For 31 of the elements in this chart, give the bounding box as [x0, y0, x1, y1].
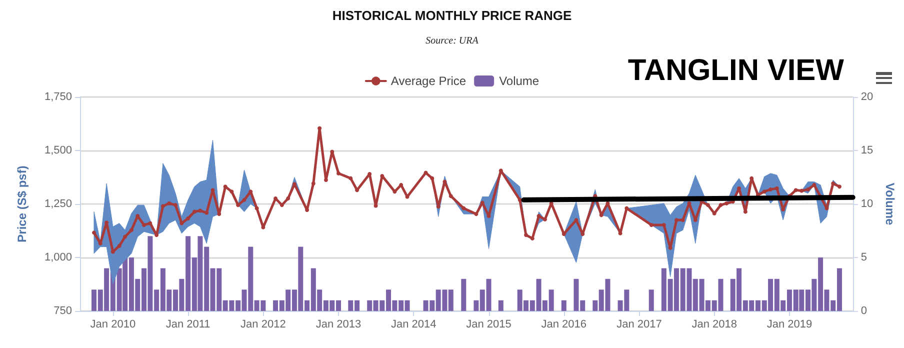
x-tick-label: Jan 2010: [90, 318, 136, 330]
y-axis-title: Price (S$ psf): [15, 166, 29, 242]
y-tick-label: 750: [54, 305, 72, 317]
x-tick-label: Jan 2016: [541, 318, 587, 330]
x-tick-label: Jan 2018: [692, 318, 737, 330]
text: TANGLIN VIEW: [628, 54, 844, 88]
y2-tick-label: 5: [860, 252, 867, 264]
x-tick-label: Jan 2014: [391, 318, 436, 330]
chart-title: HISTORICAL MONTHLY PRICE RANGE: [332, 8, 572, 23]
x-tick-label: Jan 2017: [616, 318, 662, 330]
x-tick-label: Jan 2019: [766, 318, 812, 330]
legend-label: Volume: [499, 74, 540, 88]
y2-tick-label: 10: [860, 198, 874, 210]
legend-label: Average Price: [390, 74, 466, 88]
bar: [461, 278, 466, 311]
x-tick-label: Jan 2015: [466, 318, 512, 330]
y-tick-label: 1,750: [44, 91, 72, 103]
bar: [498, 300, 504, 311]
y2-axis-title: Volume: [883, 182, 897, 226]
x-tick-label: Jan 2013: [316, 318, 362, 330]
y-tick-label: 1,000: [44, 252, 72, 264]
y-tick-label: 1,500: [44, 144, 72, 156]
y2-tick-label: 15: [860, 144, 874, 156]
bar: [561, 300, 566, 311]
y2-tick-label: 0: [860, 305, 867, 317]
x-tick-label: Jan 2012: [240, 318, 286, 330]
chart-subtitle: Source: URA: [426, 36, 480, 46]
bar: [648, 290, 654, 311]
y2-tick-label: 20: [860, 91, 874, 103]
y-tick-label: 1,250: [44, 198, 72, 210]
x-tick-label: Jan 2011: [166, 318, 210, 330]
